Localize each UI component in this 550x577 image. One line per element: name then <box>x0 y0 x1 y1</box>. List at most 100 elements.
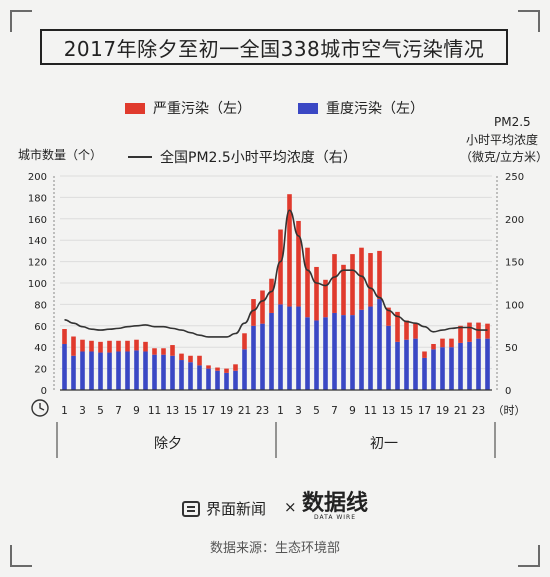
x-tick-label: 9 <box>133 405 140 417</box>
severe-bar <box>116 340 121 352</box>
heavy-bar <box>179 360 184 390</box>
heavy-bar <box>206 368 211 390</box>
heavy-bar <box>440 347 445 390</box>
severe-bar <box>404 320 409 340</box>
severe-bar <box>269 278 274 313</box>
heavy-bar <box>125 351 130 390</box>
severe-bar <box>260 290 265 324</box>
heavy-bar <box>332 312 337 390</box>
severe-bar <box>368 253 373 307</box>
heavy-bar <box>134 350 139 390</box>
heavy-bar <box>116 351 121 390</box>
corner-top-right <box>518 10 540 32</box>
corner-bottom-left <box>10 545 32 567</box>
heavy-bar <box>386 325 391 390</box>
x-tick-label: 15 <box>400 405 413 417</box>
data-source: 数据来源：生态环境部 <box>209 541 340 556</box>
severe-bar <box>395 311 400 342</box>
heavy-bar <box>395 341 400 390</box>
x-tick-label: 3 <box>295 405 302 417</box>
left-tick-label: 100 <box>28 279 47 290</box>
x-tick-label: 15 <box>184 405 197 417</box>
legend-severe-label: 严重污染（左） <box>153 101 251 117</box>
severe-bar <box>143 341 148 352</box>
heavy-bar <box>224 372 229 390</box>
corner-bottom-right <box>518 545 540 567</box>
severe-bar <box>233 364 238 371</box>
right-tick-label: 250 <box>505 172 524 183</box>
chart-title-box: 2017年除夕至初一全国338城市空气污染情况 <box>40 29 508 65</box>
severe-bar <box>170 345 175 356</box>
severe-bar <box>458 325 463 343</box>
x-tick-label: 1 <box>277 405 284 417</box>
legend-pm: 全国PM2.5小时平均浓度（右） <box>128 147 357 167</box>
legend-heavy-label: 重度污染（左） <box>326 101 424 117</box>
x-tick-label: 3 <box>79 405 86 417</box>
heavy-bar <box>152 354 157 390</box>
heavy-bar <box>215 370 220 390</box>
severe-bar <box>98 341 103 353</box>
heavy-bar <box>107 352 112 390</box>
right-tick-label: 200 <box>505 215 524 226</box>
chart-title: 2017年除夕至初一全国338城市空气污染情况 <box>63 36 485 61</box>
severe-bar <box>224 368 229 373</box>
x-tick-label: 11 <box>364 405 377 417</box>
severe-bar <box>296 220 301 307</box>
heavy-bar <box>71 355 76 390</box>
severe-bar <box>89 340 94 352</box>
heavy-bar <box>476 338 481 390</box>
x-tick-label: 21 <box>454 405 467 417</box>
heavy-bar <box>89 351 94 390</box>
right-axis-title-pm: PM2.5 <box>494 115 531 129</box>
severe-bar <box>134 339 139 351</box>
left-tick-label: 40 <box>34 343 47 354</box>
left-tick-label: 60 <box>34 322 47 333</box>
heavy-bar <box>449 347 454 390</box>
corner-top-left <box>10 10 32 32</box>
heavy-bar <box>305 317 310 390</box>
severe-bar <box>179 353 184 361</box>
clock-hands <box>39 403 45 411</box>
heavy-bar <box>260 323 265 390</box>
heavy-bar <box>377 299 382 390</box>
heavy-bar <box>341 315 346 390</box>
left-tick-label: 200 <box>28 172 47 183</box>
clock-face <box>31 399 49 417</box>
heavy-bar <box>485 338 490 390</box>
heavy-bar <box>161 354 166 390</box>
severe-bar <box>449 338 454 348</box>
severe-bar <box>305 247 310 318</box>
heavy-bar <box>404 339 409 390</box>
severe-bar <box>377 250 382 300</box>
severe-bar <box>323 279 328 318</box>
heavy-bar <box>143 351 148 390</box>
heavy-bar <box>368 306 373 390</box>
day-label-chuxi: 除夕 <box>154 436 182 452</box>
partner-logo: 数据线 DATA WIRE <box>302 492 368 522</box>
clock-icon <box>31 399 49 417</box>
heavy-bar <box>413 338 418 390</box>
x-tick-label: 21 <box>238 405 251 417</box>
pm25-line <box>64 209 488 338</box>
footer-brand-label: 界面新闻 <box>206 500 267 518</box>
heavy-bar <box>350 315 355 390</box>
x-tick-label: 9 <box>349 405 356 417</box>
partner-logo-subtext: DATA WIRE <box>313 514 357 521</box>
severe-bar <box>287 194 292 307</box>
heavy-bar <box>242 349 247 390</box>
severe-bar <box>359 247 364 310</box>
x-tick-label: 7 <box>115 405 122 417</box>
severe-bar <box>422 351 427 358</box>
heavy-bar <box>269 312 274 390</box>
severe-bar <box>206 365 211 369</box>
severe-bar <box>485 323 490 339</box>
x-tick-label: 13 <box>382 405 395 417</box>
legend-severe-swatch <box>125 102 145 114</box>
severe-bar <box>431 343 436 350</box>
right-axis-title-avg: 小时平均浓度 <box>466 133 539 147</box>
x-tick-label: 17 <box>418 405 431 417</box>
left-tick-label: 180 <box>28 193 47 204</box>
x-tick-label: 19 <box>436 405 449 417</box>
right-tick-label: 100 <box>505 300 524 311</box>
legend-pm-label: 全国PM2.5小时平均浓度（右） <box>160 150 357 166</box>
